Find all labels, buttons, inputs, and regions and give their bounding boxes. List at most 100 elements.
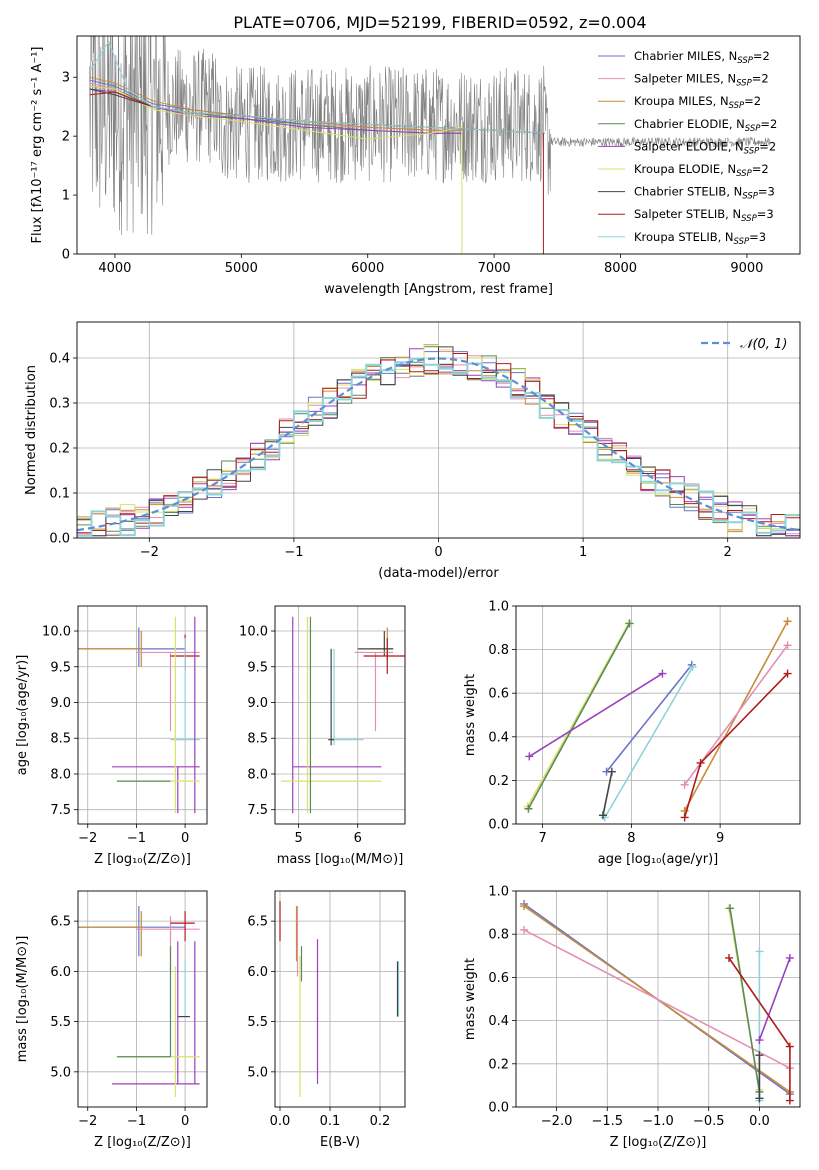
y-tick-label: 1.0 [488,885,509,900]
y-tick-label: 0.2 [488,774,509,789]
x-tick-label: −1.0 [642,1114,674,1129]
y-tick-label: 0.6 [488,971,509,986]
legend-label-main: Chabrier ELODIE, N [634,117,745,131]
mw-age-marker-chabrier_stelib [607,767,616,776]
y-tick-label: 0.0 [49,532,70,547]
y-tick-label: 5.5 [50,1015,71,1030]
legend-label: Kroupa STELIB, NSSP=3 [634,230,766,247]
y-tick-label: 0.8 [488,928,509,943]
y-tick-label: 7.5 [247,803,268,818]
mw-age-marker-kroupa_stelib [688,663,697,672]
chart-title: PLATE=0706, MJD=52199, FIBERID=0592, z=0… [233,13,646,32]
y-tick-label: 0.0 [488,1101,509,1116]
plot-area [78,891,207,1107]
mw-age-marker-salpeter_stelib [783,669,792,678]
y-axis-label: age [log₁₀(age/yr)] [15,655,30,776]
x-tick-label: 9 [716,831,724,846]
y-tick-label: 0.4 [49,352,70,367]
y-tick-label: 0.0 [488,818,509,833]
legend-label-main: Salpeter STELIB, N [634,207,741,221]
legend-label-main: Kroupa STELIB, N [634,230,734,244]
legend-label-tail: =2 [760,117,777,131]
x-tick-label: 8 [627,831,635,846]
x-axis-label: E(B-V) [320,1135,360,1150]
legend-label: Chabrier MILES, NSSP=2 [634,49,770,66]
mw-age-line-chabrier_stelib [602,771,613,816]
y-tick-label: 0.3 [49,397,70,412]
mw-z-marker-salpeter_miles [520,925,529,934]
histogram-kroupa_stelib [77,357,800,537]
x-axis-label: mass [log₁₀(M/M⊙)] [277,852,404,867]
y-axis-label: mass weight [463,958,478,1040]
model-line-kroupa_elodie [89,85,463,140]
y-tick-label: 5.0 [247,1065,268,1080]
legend-label-tail: =2 [744,94,761,108]
mw-z-line-chabrier_elodie [729,908,761,1093]
x-tick-label: 5 [294,831,302,846]
legend-label-sub: SSP [741,214,757,224]
x-tick-label: 0.0 [270,1114,291,1129]
mw-z-marker-chabrier_stelib [755,1094,764,1103]
axes-massweight-vs-z: −2.0 −1.5 −1.0 −0.5 0.0 0.0 0.2 0.4 0.6 0.8 1.0 Z [… [463,885,801,1150]
x-axis-label: Z [log₁₀(Z/Z⊙)] [94,1135,191,1150]
mw-z-marker-kroupa_miles [520,902,529,911]
x-tick-label: −1 [284,545,303,560]
mw-age-marker-chabrier_stelib [598,811,607,820]
x-axis-label: age [log₁₀(age/yr)] [598,852,719,867]
axes-mass-vs-ebv: 0.0 0.1 0.2 5.0 5.5 6.0 6.5 E(B-V) [247,890,406,1150]
legend-label-main: Chabrier STELIB, N [634,185,742,199]
y-tick-label: 8.5 [247,732,268,747]
y-tick-label: 0.1 [49,487,70,502]
legend-label-sub: SSP [737,56,753,66]
mw-age-marker-salpeter_miles [783,641,792,650]
plot-area [77,322,800,538]
axes-frame [274,890,406,1108]
y-tick-label: 1 [62,189,70,204]
mw-z-marker-salpeter_elodie [785,953,794,962]
legend-label-sub: SSP [734,237,750,247]
y-tick-label: 9.5 [247,660,268,675]
legend-label: Chabrier STELIB, NSSP=3 [634,185,775,202]
y-tick-label: 6.5 [50,915,71,930]
normal-curve [77,357,800,532]
y-axis-label: mass weight [463,674,478,756]
y-tick-label: 8.5 [50,732,71,747]
legend-label-tail: =3 [757,207,774,221]
mw-age-line-kroupa_stelib [604,666,694,818]
legend-label-tail: =3 [758,185,775,199]
legend-label-sub: SSP [729,101,745,111]
x-tick-label: −1.5 [591,1114,623,1129]
x-tick-label: 6 [354,831,362,846]
axes-spectrum: 4000 5000 6000 7000 8000 9000 0 1 2 3 wavelength [… [30,35,801,297]
legend-label: Kroupa MILES, NSSP=2 [634,94,761,111]
x-tick-label: −2 [140,545,159,560]
mw-age-marker-salpeter_miles [680,780,689,789]
model-line-kroupa_stelib [89,40,545,134]
axes-massweight-vs-age: 7 8 9 0.0 0.2 0.4 0.6 0.8 1.0 age [log₁₀(age/yr)]… [463,600,801,867]
legend-label: Salpeter MILES, NSSP=2 [634,72,769,89]
legend-label-sub: SSP [745,124,761,134]
spectrum-data-line [89,36,770,235]
legend-label-tail: =2 [753,49,770,63]
plot-area [275,891,405,1107]
plot-area [89,36,770,254]
mw-age-marker-chabrier_elodie [524,804,533,813]
axes-frame [515,890,801,1108]
y-tick-label: 5.0 [50,1065,71,1080]
histogram-kroupa_miles [77,356,800,537]
mw-age-marker-chabrier_elodie [625,619,634,628]
y-tick-label: 0 [62,248,70,263]
mw-z-line-salpeter_elodie [758,957,791,1041]
y-tick-label: 3 [62,71,70,86]
x-tick-label: 0.0 [749,1114,770,1129]
y-tick-label: 0.8 [488,643,509,658]
y-tick-label: 0.6 [488,687,509,702]
mw-age-marker-salpeter_stelib [680,813,689,822]
axes-frame [76,35,801,255]
y-axis-label: Flux [fλ10⁻¹⁷ erg cm⁻² s⁻¹ A⁻¹] [30,47,45,244]
mw-z-marker-chabrier_stelib [755,1051,764,1060]
x-axis-label: Z [log₁₀(Z/Z⊙)] [94,852,191,867]
x-tick-label: 9000 [730,261,763,276]
legend-label-tail: =2 [752,72,769,86]
